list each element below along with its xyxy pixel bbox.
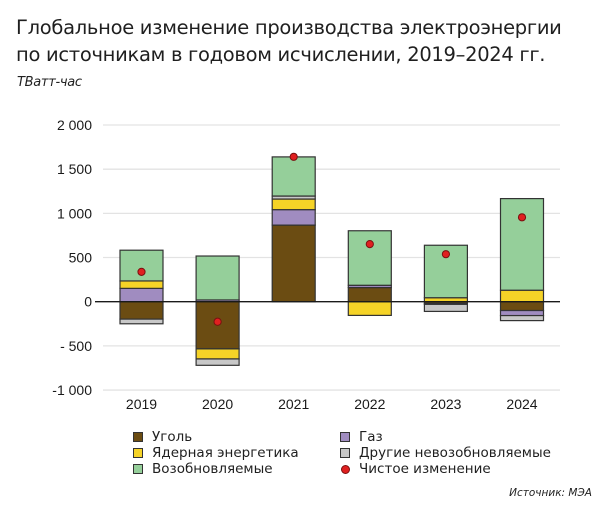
x-tick-label: 2021 [278,396,309,412]
x-tick-label: 2020 [202,396,233,412]
x-tick-label: 2019 [126,396,157,412]
y-tick-label: 500 [69,250,93,266]
legend-label: Чистое изменение [359,461,491,477]
net-change-marker [441,250,450,259]
bar-segment-other [195,358,240,366]
net-change-marker [365,239,374,249]
legend-item-nuclear: Ядерная энергетика [133,445,299,461]
bar-stack-2020 [195,255,240,366]
y-tick-label: - 500 [60,338,92,354]
y-tick-labels: 2 000 1 500 1 000 500 0 - 500 -1 000 [52,117,92,398]
net-change-markers [137,152,527,326]
bar-segment-coal [271,224,316,303]
legend-swatch-icon [133,448,143,458]
bar-segment-renewables [119,249,164,282]
bar-segment-nuclear [347,301,392,316]
legend-swatch-icon [133,464,143,474]
bar-segment-renewables [195,255,240,301]
bar-segment-renewables [271,156,316,197]
bar-stack-2021 [271,156,316,303]
x-tick-label: 2024 [506,396,537,412]
legend-swatch-icon [340,448,350,458]
bar-segment-gas [499,309,545,317]
bar-segment-renewables [347,230,392,286]
x-tick-label: 2023 [430,396,461,412]
legend-dot-icon [341,464,350,474]
bar-segment-renewables [499,197,545,291]
bar-segment-nuclear [271,198,316,211]
bars [119,156,545,366]
bar-segment-nuclear [195,348,240,360]
source-note: Источник: МЭА [509,487,592,499]
legend-label: Ядерная энергетика [152,445,299,461]
bar-stack-2022 [347,230,392,316]
bar-segment-nuclear [119,280,164,289]
y-tick-label: 2 000 [57,117,92,133]
legend-label: Другие невозобновляемые [359,445,551,461]
bar-segment-gas [271,209,316,226]
legend-label: Возобновляемые [152,461,273,477]
legend-label: Газ [359,429,383,445]
y-tick-label: 0 [84,294,92,310]
bar-segment-gas [119,287,164,303]
legend-item-renewables: Возобновляемые [133,461,273,477]
bar-segment-coal [347,286,392,303]
gridlines [103,124,560,391]
bar-segment-other [499,314,545,322]
net-change-marker [289,152,298,161]
y-tick-label: -1 000 [52,382,92,398]
bar-stack-2019 [119,249,164,325]
y-tick-label: 1 000 [57,205,92,221]
y-axis-unit-label: ТВатт-час [17,75,82,90]
legend-item-net-change: Чистое изменение [340,461,491,477]
legend-swatch-icon [340,432,350,442]
net-change-marker [137,267,146,276]
net-change-marker [213,317,222,326]
legend-swatch-icon [133,432,143,442]
chart-title-line-2: по источникам в годовом исчислении, 2019… [16,43,546,66]
legend-item-gas: Газ [340,429,383,445]
bar-segment-coal [119,301,164,320]
net-change-marker [517,213,527,222]
y-tick-label: 1 500 [57,161,92,177]
bar-segment-other [119,318,164,325]
x-tick-labels: 2019 2020 2021 2022 2023 2024 [126,396,538,412]
bar-segment-coal [499,301,545,312]
legend-item-coal: Уголь [133,429,192,445]
chart-title-line-1: Глобальное изменение производства электр… [16,16,562,39]
bar-segment-other [423,303,468,313]
legend-label: Уголь [152,429,193,445]
legend-item-other: Другие невозобновляемые [340,445,551,461]
bar-segment-nuclear [499,289,545,303]
chart-title: Глобальное изменение производства электр… [16,14,606,68]
x-tick-label: 2022 [354,396,385,412]
